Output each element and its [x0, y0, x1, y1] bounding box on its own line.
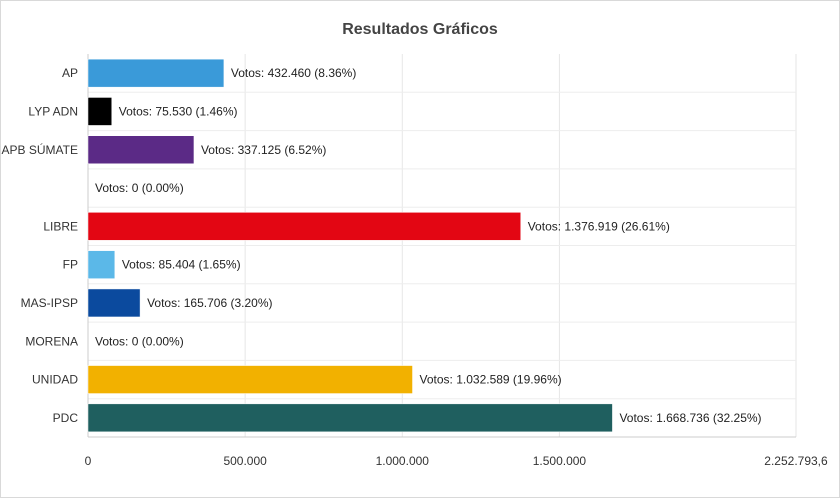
x-tick-label-1: 500.000	[223, 454, 267, 468]
category-label-7: MORENA	[25, 334, 78, 348]
data-label-1: Votos: 75.530 (1.46%)	[119, 104, 238, 118]
bar-9	[87, 403, 613, 433]
category-label-0: AP	[62, 66, 78, 80]
bar-1	[87, 97, 112, 126]
bar-6	[87, 288, 141, 318]
bar-2	[87, 135, 195, 164]
bar-4	[87, 212, 521, 241]
category-label-4: LIBRE	[43, 219, 78, 233]
x-tick-label-0: 0	[85, 454, 92, 468]
category-label-1: LYP ADN	[28, 104, 78, 118]
data-label-0: Votos: 432.460 (8.36%)	[231, 66, 356, 80]
data-label-3: Votos: 0 (0.00%)	[95, 181, 184, 195]
category-label-8: UNIDAD	[32, 373, 78, 387]
category-label-2: APB SÚMATE	[2, 142, 78, 157]
data-label-6: Votos: 165.706 (3.20%)	[147, 296, 272, 310]
x-tick-label-3: 1.500.000	[533, 454, 587, 468]
data-label-7: Votos: 0 (0.00%)	[95, 334, 184, 348]
category-label-9: PDC	[53, 411, 79, 425]
bar-8	[87, 365, 413, 394]
data-label-2: Votos: 337.125 (6.52%)	[201, 143, 326, 157]
data-label-5: Votos: 85.404 (1.65%)	[122, 258, 241, 272]
category-label-6: MAS-IPSP	[21, 296, 78, 310]
data-label-4: Votos: 1.376.919 (26.61%)	[528, 219, 670, 233]
bar-0	[87, 58, 225, 88]
category-label-5: FP	[63, 258, 78, 272]
x-tick-label-4: 2.252.793,6	[764, 454, 828, 468]
x-tick-label-2: 1.000.000	[376, 454, 430, 468]
chart-title: Resultados Gráficos	[342, 21, 498, 38]
data-label-9: Votos: 1.668.736 (32.25%)	[619, 411, 761, 425]
data-label-8: Votos: 1.032.589 (19.96%)	[420, 373, 562, 387]
bar-5	[87, 250, 116, 279]
